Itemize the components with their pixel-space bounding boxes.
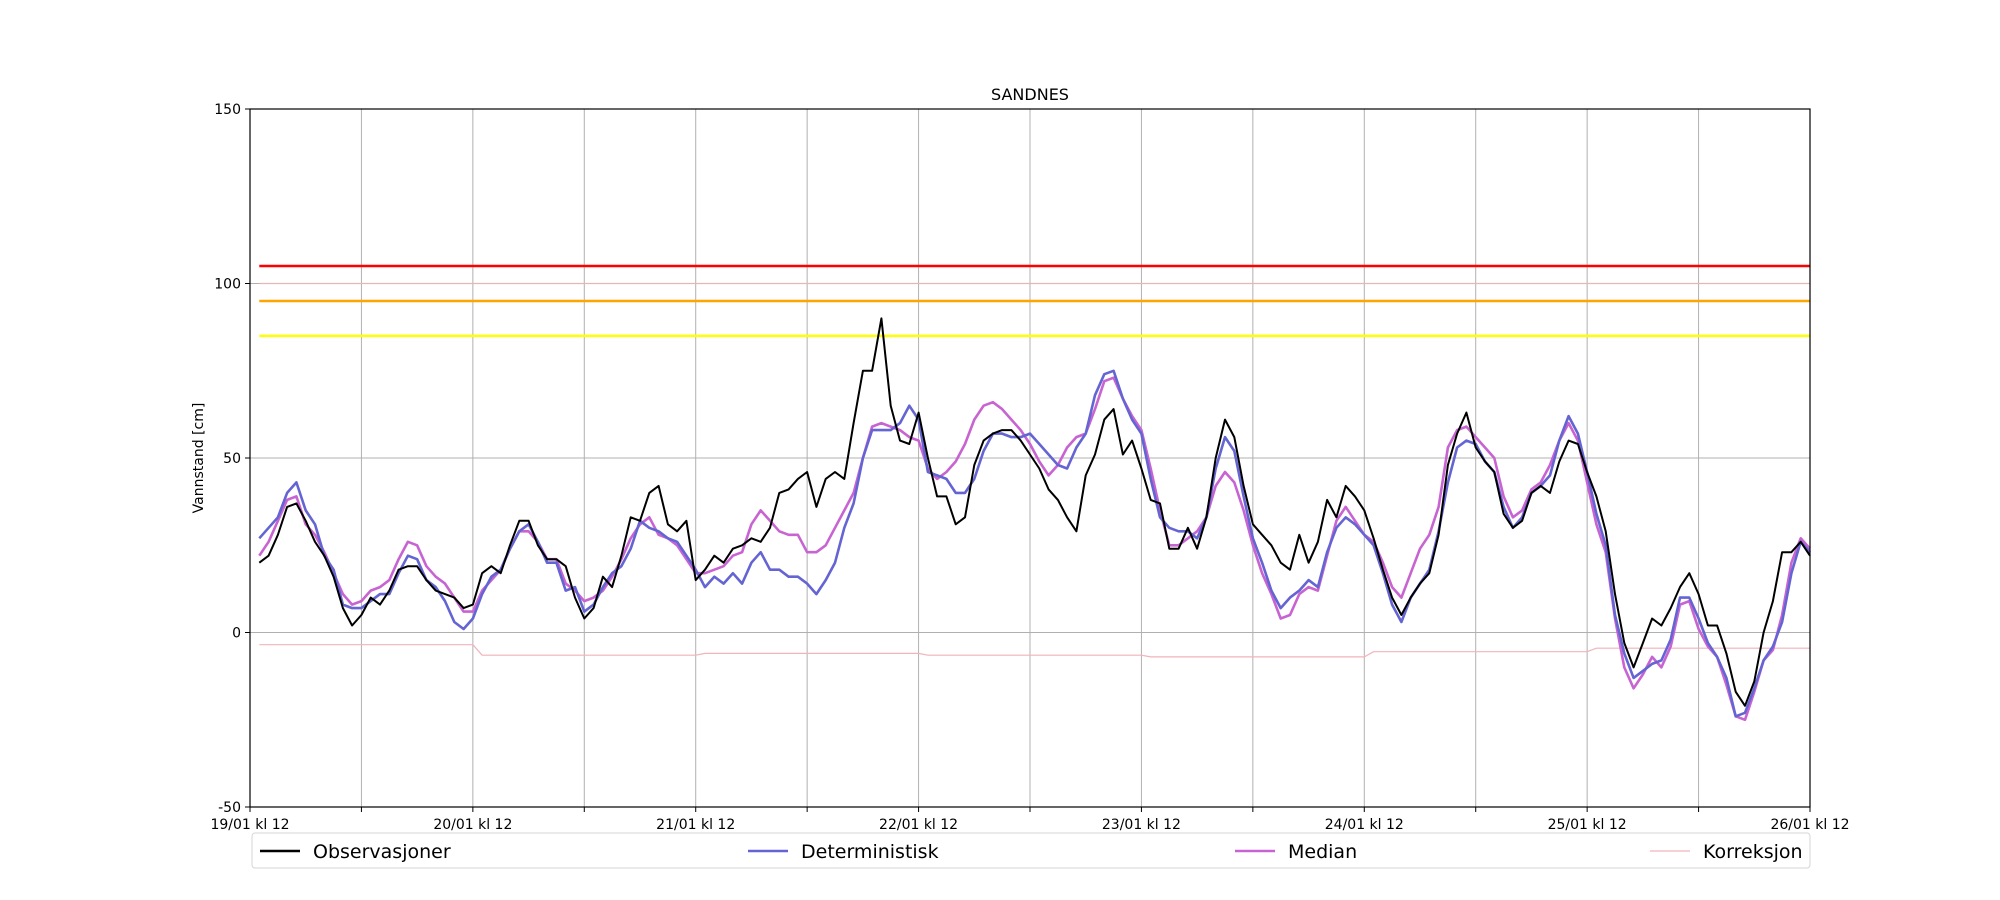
x-tick-label: 24/01 kl 12 [1325, 817, 1404, 833]
y-tick-label: 150 [214, 102, 241, 118]
legend-label: Deterministisk [801, 841, 939, 863]
chart-title: SANDNES [991, 85, 1069, 104]
series-line [259, 644, 1810, 658]
y-tick-label: 50 [223, 451, 241, 467]
legend-label: Korreksjon [1703, 841, 1803, 863]
y-tick-label: -50 [218, 800, 241, 816]
x-tick-label: 22/01 kl 12 [879, 817, 958, 833]
legend-label: Median [1288, 841, 1357, 863]
legend-label: Observasjoner [313, 841, 451, 863]
x-tick-label: 23/01 kl 12 [1102, 817, 1181, 833]
x-tick-label: 26/01 kl 12 [1770, 817, 1849, 833]
y-tick-label: 100 [214, 277, 241, 293]
axis-ticks: -50 0 50 100 150 19/01 kl 12 20/01 kl 12 21/01 … [210, 102, 1849, 833]
series-line [258, 317, 1811, 707]
legend-box [251, 832, 1811, 869]
x-tick-label: 21/01 kl 12 [656, 817, 735, 833]
x-tick-label: 25/01 kl 12 [1548, 817, 1627, 833]
y-axis-label: Vannstand [cm] [191, 403, 207, 514]
legend: Observasjoner Deterministisk Median Korreks… [251, 832, 1811, 869]
series-line [258, 369, 1811, 718]
series-lines [258, 317, 1811, 722]
x-tick-label: 19/01 kl 12 [210, 817, 289, 833]
y-tick-label: 0 [232, 626, 241, 642]
threshold-lines [259, 264, 1810, 338]
x-tick-label: 20/01 kl 12 [433, 817, 512, 833]
